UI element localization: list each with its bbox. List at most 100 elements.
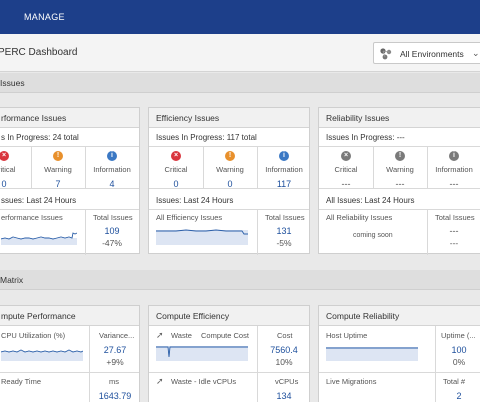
divider <box>149 209 309 210</box>
critical-count[interactable]: × Critical 0 <box>149 151 203 189</box>
efficiency-sparkline[interactable] <box>156 226 248 246</box>
issues-section-header: Issues <box>0 73 480 93</box>
warning-count[interactable]: ! Warning 0 <box>203 151 257 189</box>
compute-cost-sparkline[interactable] <box>156 342 248 362</box>
warning-value: --- <box>395 179 405 189</box>
panel-header: Compute Efficiency <box>149 306 309 326</box>
critical-value: --- <box>341 179 351 189</box>
metric-value[interactable]: 134 <box>276 391 292 401</box>
critical-label: Critical <box>334 165 358 174</box>
information-label: Information <box>435 165 473 174</box>
critical-label: Critical <box>0 165 16 174</box>
panel-header: rformance Issues <box>0 108 139 128</box>
metric-column-label: vCPUs <box>275 377 299 386</box>
host-uptime-sparkline[interactable] <box>326 342 418 362</box>
metric-value[interactable]: 1643.79 <box>98 391 132 401</box>
manage-menu[interactable]: MANAGE <box>24 12 65 22</box>
divider <box>257 326 258 402</box>
panel-header: Reliability Issues <box>319 108 480 128</box>
metric-column-label: Total # <box>443 377 466 386</box>
divider <box>31 146 32 188</box>
critical-label: Critical <box>164 165 188 174</box>
information-value: 4 <box>109 179 115 189</box>
panel-header: Efficiency Issues <box>149 108 309 128</box>
metric-value[interactable]: 7560.4 <box>270 345 298 355</box>
metric-label: Compute Cost <box>201 331 249 340</box>
divider <box>149 188 309 189</box>
warning-icon: ! <box>53 151 63 161</box>
divider <box>85 146 86 188</box>
in-progress-text: Issues In Progress: 117 total <box>156 133 257 142</box>
environments-icon <box>380 48 392 60</box>
divider <box>319 209 480 210</box>
information-count[interactable]: i Information 4 <box>85 151 139 189</box>
matrix-section-title: Matrix <box>0 275 24 285</box>
total-issues-label: Total Issues <box>265 213 305 222</box>
last-24-hours-text: Issues: Last 24 Hours <box>156 196 234 205</box>
warning-count[interactable]: ! Warning --- <box>373 151 427 189</box>
metric-change: 0% <box>452 357 466 367</box>
divider <box>319 146 480 147</box>
top-nav-bar: MANAGE <box>0 0 480 34</box>
information-value: --- <box>449 179 459 189</box>
metric-value[interactable]: 2 <box>456 391 462 401</box>
divider <box>0 372 139 373</box>
metric-value[interactable]: 100 <box>451 345 467 355</box>
warning-icon: ! <box>225 151 235 161</box>
performance-issues-panel: rformance Issues s In Progress: 24 total… <box>0 107 140 255</box>
environment-select[interactable]: All Environments ⌄ <box>373 42 480 64</box>
divider <box>203 146 204 188</box>
panel-title[interactable]: Efficiency Issues <box>156 113 220 123</box>
cpu-utilization-sparkline[interactable] <box>1 342 83 362</box>
total-issues-value[interactable]: 109 <box>104 226 120 236</box>
divider <box>149 146 309 147</box>
performance-sparkline[interactable] <box>1 226 77 246</box>
critical-icon: × <box>341 151 351 161</box>
last-24-hours-text: ssues: Last 24 Hours <box>1 196 77 205</box>
matrix-section-header: Matrix <box>0 270 480 290</box>
information-value: 117 <box>276 179 292 189</box>
metric-label: Waste <box>171 331 192 340</box>
critical-icon: × <box>171 151 181 161</box>
metric-value[interactable]: 27.67 <box>103 345 127 355</box>
metric-label: Host Uptime <box>326 331 368 340</box>
panel-title[interactable]: mpute Performance <box>1 311 76 321</box>
divider <box>85 209 86 255</box>
metric-column-label: Cost <box>277 331 293 340</box>
panel-title[interactable]: Reliability Issues <box>326 113 390 123</box>
information-count[interactable]: i Information --- <box>427 151 480 189</box>
warning-count[interactable]: ! Warning 7 <box>31 151 85 189</box>
metric-column-label: ms <box>109 377 119 386</box>
last-24-hours-text: All Issues: Last 24 Hours <box>326 196 415 205</box>
total-issues-value[interactable]: 131 <box>276 226 292 236</box>
total-issues-label: Total Issues <box>435 213 475 222</box>
panel-title[interactable]: Compute Reliability <box>326 311 400 321</box>
divider <box>89 326 90 402</box>
critical-count[interactable]: × Critical 0 <box>0 151 31 189</box>
efficiency-issues-panel: Efficiency Issues Issues In Progress: 11… <box>148 107 311 255</box>
divider <box>427 209 428 255</box>
divider <box>0 146 139 147</box>
critical-value: 0 <box>173 179 179 189</box>
issues-section-title: Issues <box>0 78 25 88</box>
title-bar: PERC Dashboard All Environments ⌄ <box>0 34 480 72</box>
critical-count[interactable]: × Critical --- <box>319 151 373 189</box>
trend-arrow-icon: ➚ <box>156 330 164 340</box>
panel-title[interactable]: Compute Efficiency <box>156 311 230 321</box>
metric-label: Waste - Idle vCPUs <box>171 377 237 386</box>
metric-change: 10% <box>275 357 293 367</box>
divider <box>373 146 374 188</box>
total-issues-value: --- <box>449 226 459 236</box>
information-label: Information <box>265 165 303 174</box>
total-issues-label: Total Issues <box>93 213 133 222</box>
info-icon: i <box>279 151 289 161</box>
page-title: PERC Dashboard <box>0 47 78 58</box>
panel-title[interactable]: rformance Issues <box>1 113 67 123</box>
in-progress-text: Issues In Progress: --- <box>326 133 405 142</box>
metric-column-label: Variance... <box>99 331 135 340</box>
divider <box>319 188 480 189</box>
panel-header: mpute Performance <box>0 306 139 326</box>
warning-value: 0 <box>227 179 233 189</box>
critical-value: 0 <box>1 179 7 189</box>
information-count[interactable]: i Information 117 <box>257 151 311 189</box>
